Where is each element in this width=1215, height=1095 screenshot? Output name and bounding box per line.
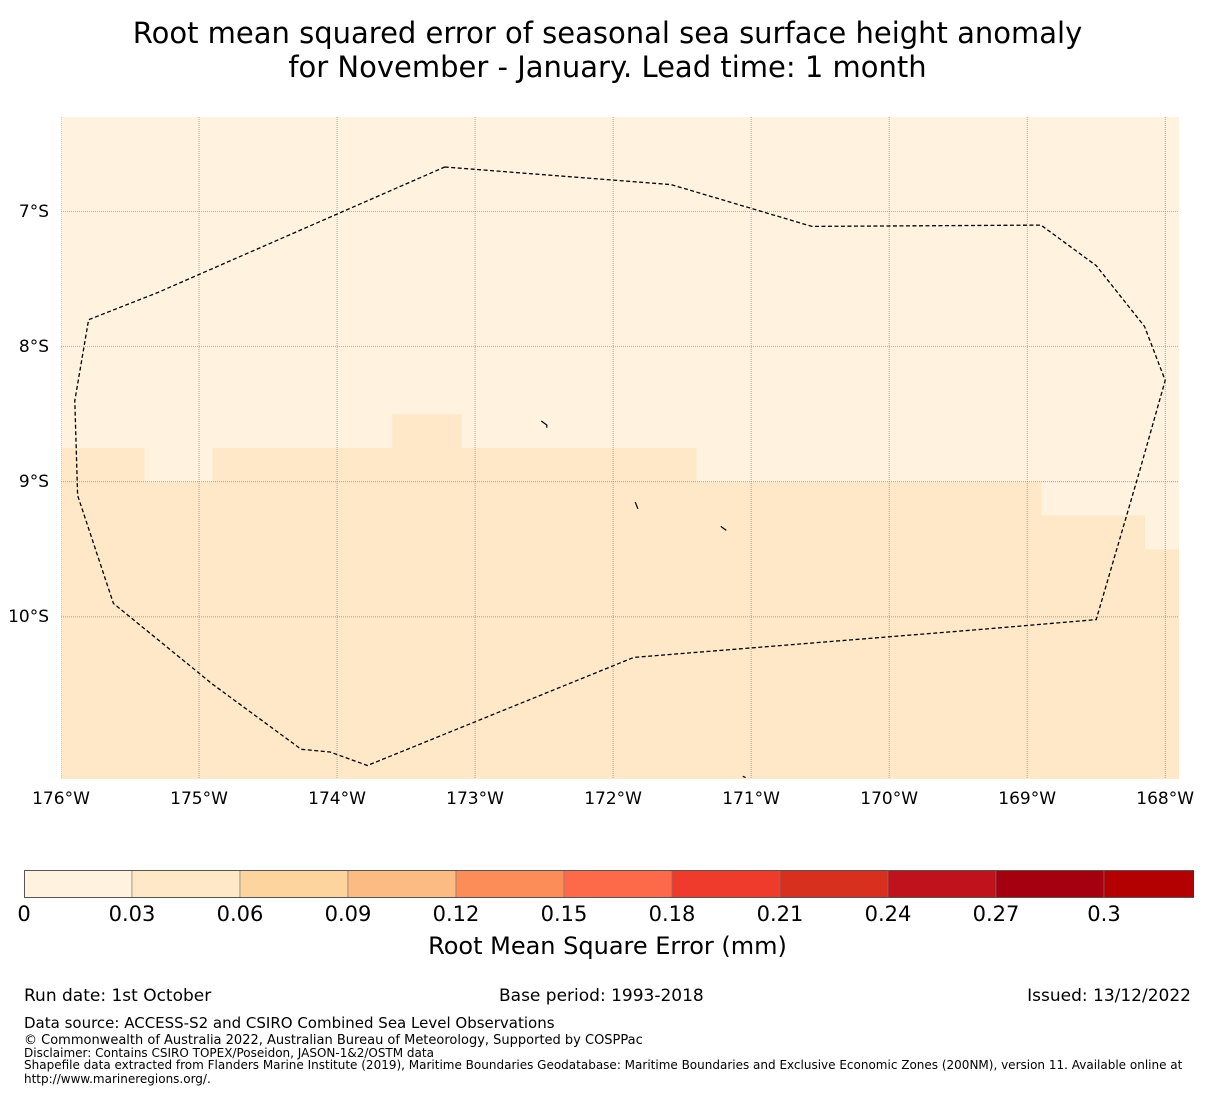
colorbar-tick-label: 0.24 [864,902,912,926]
colorbar-tick-label: 0.18 [648,902,696,926]
run-date: Run date: 1st October [24,986,212,1006]
map-title-line-1: Root mean squared error of seasonal sea … [132,16,1083,50]
eez-boundary [74,166,1166,767]
map-panel [61,117,1179,779]
rmse-cell-3 [392,414,462,779]
longitude-label: 171°W [722,789,780,809]
shapefile-credit: Shapefile data extracted from Flanders M… [24,1058,1183,1072]
colorbar-bin-8 [887,870,997,898]
colorbar-bin-9 [995,870,1105,898]
island-0 [540,420,548,428]
island-2 [720,525,727,531]
rmse-cell-1 [143,481,214,779]
data-source: Data source: ACCESS-S2 and CSIRO Combine… [24,1014,555,1032]
island-3 [742,775,746,779]
longitude-label: 172°W [584,789,642,809]
islands [540,420,746,779]
colorbar-bin-6 [671,870,781,898]
latitude-label: 8°S [18,336,49,357]
longitude-label: 176°W [32,789,90,809]
colorbar-bin-7 [779,870,889,898]
copyright: © Commonwealth of Australia 2022, Austra… [24,1033,643,1048]
rmse-cell-4 [461,448,697,779]
shapefile-url: http://www.marineregions.org/. [24,1072,211,1086]
colorbar-bin-2 [239,870,349,898]
latitude-label: 9°S [18,471,49,492]
colorbar-bin-1 [131,870,241,898]
rmse-cell-0 [61,448,145,779]
map-title-line-2: for November - January. Lead time: 1 mon… [288,50,927,84]
latitude-label: 7°S [18,201,49,222]
longitude-label: 169°W [998,789,1057,809]
longitude-label: 174°W [308,789,366,809]
island-1 [634,501,639,510]
rmse-cell-2 [212,448,393,779]
base-period: Base period: 1993-2018 [499,986,704,1006]
colorbar-bin-5 [563,870,673,898]
colorbar-tick-label: 0.09 [324,902,372,926]
colorbar-tick-label: 0.03 [108,902,156,926]
colorbar-tick-label: 0.27 [972,902,1020,926]
latitude-label: 10°S [8,606,49,627]
colorbar-tick-label: 0 [17,902,31,926]
rmse-field [61,414,1179,779]
colorbar-tick-label: 0.12 [432,902,480,926]
map-canvas [61,117,1179,779]
colorbar-bin-0 [23,870,133,898]
colorbar-bin-10 [1103,870,1213,898]
longitude-label: 168°W [1136,789,1195,809]
graticule [61,117,1179,779]
colorbar-tick-label: 0.21 [756,902,804,926]
colorbar-tick-label: 0.06 [216,902,264,926]
colorbar [23,870,1215,904]
colorbar-bin-3 [347,870,457,898]
longitude-label: 173°W [446,789,504,809]
colorbar-graphic [23,870,1215,898]
rmse-cell-5 [695,481,1042,779]
rmse-cell-6 [1040,515,1145,779]
issued-date: Issued: 13/12/2022 [1027,986,1191,1006]
colorbar-tick-label: 0.15 [540,902,588,926]
longitude-label: 170°W [860,789,919,809]
eez-boundary-line [74,166,1166,767]
disclaimer: Disclaimer: Contains CSIRO TOPEX/Poseido… [24,1046,434,1060]
colorbar-bin-4 [455,870,565,898]
colorbar-tick-label: 0.3 [1087,902,1121,926]
rmse-cell-7 [1144,549,1179,779]
longitude-label: 175°W [170,789,228,809]
colorbar-label: Root Mean Square Error (mm) [428,932,787,960]
